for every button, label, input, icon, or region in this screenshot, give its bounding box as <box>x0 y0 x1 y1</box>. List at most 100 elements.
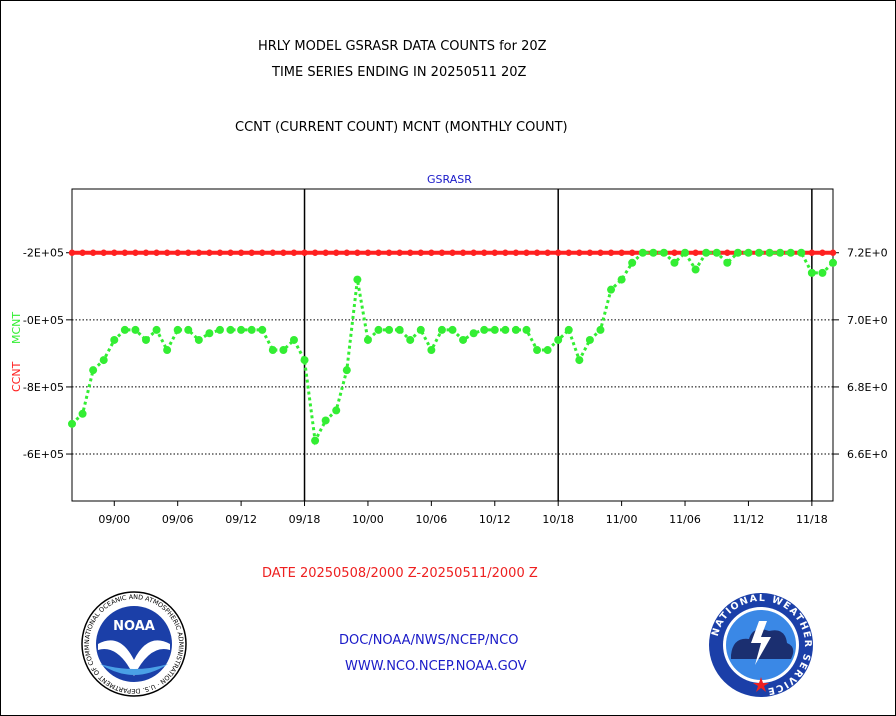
series-point-ccnt <box>354 249 361 256</box>
series-point-ccnt <box>671 249 678 256</box>
y-axis-label-ccnt: CCNT <box>10 361 23 392</box>
series-point-mcnt <box>120 325 129 334</box>
x-tick-label: 09/12 <box>225 513 257 526</box>
series-point-mcnt <box>829 258 837 267</box>
series-point-mcnt <box>173 325 182 334</box>
series-point-ccnt <box>163 249 171 256</box>
series-point-mcnt <box>533 346 542 355</box>
series-point-ccnt <box>576 249 583 256</box>
series-point-mcnt <box>385 325 394 334</box>
x-tick-label: 11/00 <box>606 513 638 526</box>
series-point-ccnt <box>502 249 509 256</box>
series-point-ccnt <box>216 249 224 256</box>
series-point-mcnt <box>617 275 626 284</box>
series-point-mcnt <box>99 356 108 365</box>
series-point-ccnt <box>100 249 107 256</box>
series-point-mcnt <box>649 248 658 257</box>
series-point-mcnt <box>141 335 150 344</box>
y-right-tick-label: 7.2E+0 <box>847 247 888 260</box>
series-point-mcnt <box>300 356 309 365</box>
series-point-ccnt <box>565 249 572 256</box>
series-point-mcnt <box>258 325 267 334</box>
series-point-mcnt <box>78 409 87 418</box>
x-tick-label: 09/06 <box>162 513 194 526</box>
series-point-ccnt <box>396 249 403 256</box>
series-point-mcnt <box>68 419 76 428</box>
x-tick-label: 10/18 <box>542 513 574 526</box>
series-point-mcnt <box>89 366 98 375</box>
series-point-ccnt <box>375 249 382 256</box>
y-left-tick-label: -0E+05 <box>23 314 64 327</box>
series-point-mcnt <box>786 248 795 257</box>
series-line-mcnt <box>70 250 835 446</box>
series-point-mcnt <box>681 248 690 257</box>
x-tick-label: 10/00 <box>352 513 384 526</box>
series-point-mcnt <box>480 325 489 334</box>
series-point-ccnt <box>364 249 372 256</box>
plot-area <box>71 188 834 502</box>
series-point-mcnt <box>194 335 203 344</box>
series-point-mcnt <box>226 325 235 334</box>
series-point-mcnt <box>237 325 246 334</box>
x-tick-label: 11/18 <box>796 513 828 526</box>
series-point-mcnt <box>268 346 277 355</box>
series-point-ccnt <box>417 249 424 256</box>
series-point-ccnt <box>385 249 393 256</box>
series-point-ccnt <box>829 249 837 256</box>
series-point-ccnt <box>459 249 467 256</box>
series-point-mcnt <box>585 335 594 344</box>
series-point-mcnt <box>406 335 415 344</box>
panel-title: GSRASR <box>427 173 472 186</box>
series-point-mcnt <box>543 346 552 355</box>
series-point-mcnt <box>702 248 711 257</box>
chart-title-line2: TIME SERIES ENDING IN 20250511 20Z <box>272 65 527 80</box>
series-point-ccnt <box>195 249 203 256</box>
nco-website-link[interactable]: WWW.NCO.NCEP.NOAA.GOV <box>345 659 527 674</box>
x-tick-label: 10/12 <box>479 513 511 526</box>
series-point-mcnt <box>363 335 372 344</box>
date-range-label: DATE 20250508/2000 Z-20250511/2000 Z <box>262 566 538 581</box>
series-point-ccnt <box>142 249 150 256</box>
y-left-tick-label: -2E+05 <box>23 247 64 260</box>
series-point-ccnt <box>89 249 97 256</box>
series-point-mcnt <box>564 325 573 334</box>
series-point-ccnt <box>618 249 625 256</box>
series-point-mcnt <box>395 325 404 334</box>
series-point-ccnt <box>819 249 826 256</box>
series-point-ccnt <box>174 249 181 256</box>
series-point-mcnt <box>607 285 616 294</box>
series-point-mcnt <box>163 346 172 355</box>
series-point-mcnt <box>755 248 764 257</box>
series-point-mcnt <box>289 335 298 344</box>
series-point-ccnt <box>248 249 255 256</box>
series-point-ccnt <box>79 249 86 256</box>
series-point-ccnt <box>407 249 414 256</box>
series-point-mcnt <box>723 258 732 267</box>
series-point-mcnt <box>596 325 605 334</box>
series-point-ccnt <box>692 249 699 256</box>
series-point-mcnt <box>807 268 816 277</box>
series-point-ccnt <box>227 249 234 256</box>
series-point-ccnt <box>280 249 287 256</box>
series-point-mcnt <box>332 406 341 415</box>
doc-noaa-link[interactable]: DOC/NOAA/NWS/NCEP/NCO <box>339 633 519 648</box>
series-point-mcnt <box>522 325 531 334</box>
series-point-mcnt <box>511 325 520 334</box>
series-point-mcnt <box>279 346 288 355</box>
x-tick-label: 10/06 <box>416 513 448 526</box>
series-point-ccnt <box>470 249 477 256</box>
series-point-ccnt <box>311 249 319 256</box>
y-right-tick-label: 6.8E+0 <box>847 381 888 394</box>
series-point-ccnt <box>512 249 520 256</box>
y-left-tick-label: -8E+05 <box>23 381 64 394</box>
series-point-mcnt <box>374 325 383 334</box>
series-point-mcnt <box>321 416 330 425</box>
series-point-ccnt <box>322 249 329 256</box>
series-point-mcnt <box>638 248 647 257</box>
series-point-ccnt <box>586 249 594 256</box>
series-point-ccnt <box>237 249 245 256</box>
series-point-mcnt <box>733 248 742 257</box>
series-point-ccnt <box>628 249 636 256</box>
series-point-mcnt <box>469 329 478 338</box>
series-point-mcnt <box>744 248 753 257</box>
